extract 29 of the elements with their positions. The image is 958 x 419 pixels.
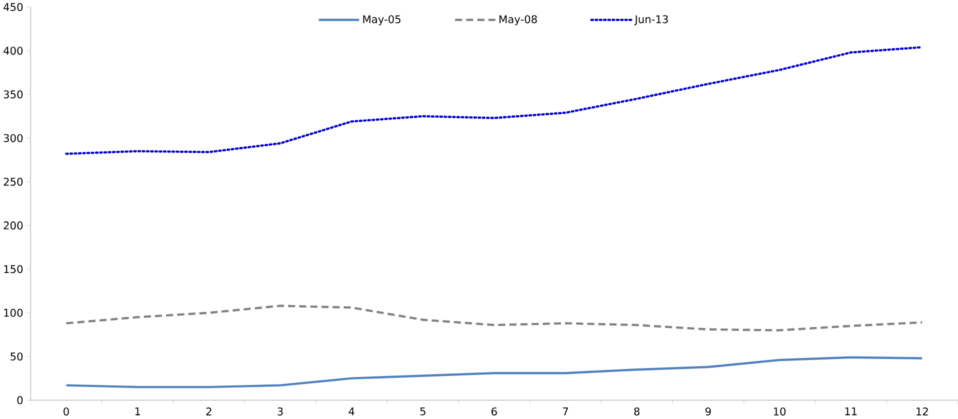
legend-label: Jun-13: [634, 15, 668, 26]
x-tick-label: 12: [916, 408, 928, 416]
x-tick-label: 9: [705, 408, 711, 416]
x-tick-label: 2: [206, 408, 212, 416]
y-tick-label: 0: [17, 396, 23, 404]
y-tick-label: 200: [4, 222, 23, 230]
legend-label: May-05: [363, 15, 400, 26]
line-series: [65, 304, 924, 332]
line-series: [65, 356, 924, 388]
y-tick-label: 50: [10, 352, 23, 361]
x-tick-label: 8: [634, 408, 640, 416]
y-tick-label: 300: [4, 134, 23, 142]
x-tick-label: 3: [278, 408, 283, 416]
y-tick-label: 150: [4, 265, 23, 274]
y-tick-label: 450: [4, 3, 23, 12]
x-tick-label: 5: [420, 408, 426, 416]
x-tick-label: 4: [348, 408, 354, 416]
x-tick-label: 1: [135, 408, 140, 416]
line-series: [65, 46, 924, 156]
y-tick-label: 400: [4, 46, 23, 55]
y-tick-label: 250: [4, 178, 23, 186]
x-tick-label: 6: [492, 408, 497, 416]
y-tick-label: 350: [4, 90, 23, 99]
x-tick-label: 11: [845, 408, 857, 416]
x-tick-label: 10: [774, 408, 786, 416]
x-tick-label: 0: [64, 408, 69, 416]
legend-label: May-08: [500, 15, 537, 26]
x-tick-label: 7: [563, 408, 568, 416]
y-tick-label: 100: [4, 309, 23, 318]
